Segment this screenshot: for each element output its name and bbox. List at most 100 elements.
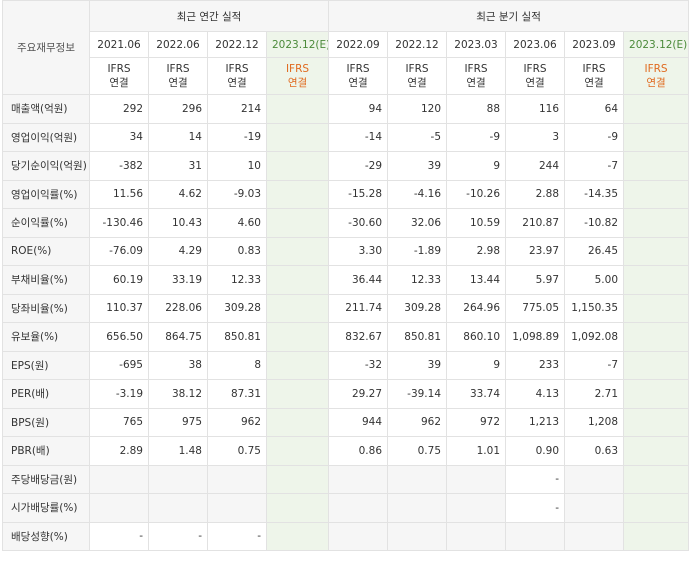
- table-cell: 64: [564, 94, 625, 124]
- table-cell: 12.33: [387, 265, 448, 295]
- table-cell: [265, 407, 330, 437]
- standard-header-annual-3: IFRS 연결: [265, 57, 330, 95]
- table-cell: [623, 265, 690, 295]
- period-header-annual-3: 2023.12(E): [265, 31, 330, 58]
- table-cell: 296: [148, 94, 208, 124]
- table-cell: 1,092.08: [564, 322, 625, 352]
- table-cell: [623, 521, 690, 551]
- table-cell: -7: [564, 151, 625, 181]
- table-cell: 292: [89, 94, 149, 124]
- standard-header-annual-2: IFRS 연결: [207, 57, 267, 95]
- standard-line1: IFRS: [166, 63, 190, 75]
- table-cell: 765: [89, 407, 149, 437]
- table-row: ROE(%) -76.09 4.29 0.83 3.30 -1.89 2.98 23.97 26…: [2, 236, 690, 266]
- table-cell: 38.12: [148, 379, 208, 409]
- table-cell: 4.62: [148, 179, 208, 209]
- standard-header-quarterly-2: IFRS 연결: [446, 57, 507, 95]
- table-cell: 31: [148, 151, 208, 181]
- table-cell: 850.81: [387, 322, 448, 352]
- standard-line2: 연결: [466, 77, 486, 89]
- row-label: 유보율(%): [2, 322, 90, 352]
- table-cell: 656.50: [89, 322, 149, 352]
- table-cell: 214: [207, 94, 267, 124]
- table-cell: 12.33: [207, 265, 267, 295]
- row-label: 순이익률(%): [2, 208, 90, 238]
- table-cell: 228.06: [148, 293, 208, 323]
- table-row: PER(배) -3.19 38.12 87.31 29.27 -39.14 33.74 4.1…: [2, 379, 690, 409]
- table-cell: 972: [446, 407, 507, 437]
- table-cell: [265, 236, 330, 266]
- table-cell: -32: [328, 350, 389, 380]
- standard-line2: 연결: [168, 77, 188, 89]
- table-cell: [623, 407, 690, 437]
- table-cell: 0.75: [387, 436, 448, 466]
- table-cell: 3.30: [328, 236, 389, 266]
- table-cell: 13.44: [446, 265, 507, 295]
- standard-header-quarterly-5: IFRS 연결: [623, 57, 690, 95]
- table-row: 주당배당금(원) -: [2, 464, 690, 494]
- table-cell: [265, 293, 330, 323]
- table-cell: [446, 464, 507, 494]
- table-cell: [207, 464, 267, 494]
- financial-summary-table: 주요재무정보 최근 연간 실적 최근 분기 실적 2021.06 2022.06 2…: [2, 0, 690, 551]
- row-label: EPS(원): [2, 350, 90, 380]
- table-cell: 309.28: [387, 293, 448, 323]
- table-cell: 8: [207, 350, 267, 380]
- table-cell: -: [148, 521, 208, 551]
- table-cell: 10.43: [148, 208, 208, 238]
- table-cell: -695: [89, 350, 149, 380]
- standard-line1: IFRS: [644, 63, 668, 75]
- table-cell: [265, 265, 330, 295]
- table-cell: 309.28: [207, 293, 267, 323]
- table-cell: [623, 208, 690, 238]
- table-cell: 94: [328, 94, 389, 124]
- table-cell: 33.19: [148, 265, 208, 295]
- table-cell: [265, 122, 330, 152]
- standard-line2: 연결: [646, 77, 666, 89]
- table-cell: 2.98: [446, 236, 507, 266]
- table-cell: [623, 151, 690, 181]
- table-row: 당기순이익(억원) -382 31 10 -29 39 9 244 -7: [2, 151, 690, 181]
- table-row: 유보율(%) 656.50 864.75 850.81 832.67 850.81 860.…: [2, 322, 690, 352]
- table-cell: 2.71: [564, 379, 625, 409]
- table-cell: [623, 322, 690, 352]
- table-cell: -130.46: [89, 208, 149, 238]
- standard-line2: 연결: [584, 77, 604, 89]
- table-cell: 1,208: [564, 407, 625, 437]
- standard-header-quarterly-3: IFRS 연결: [505, 57, 566, 95]
- standard-header-row: IFRS 연결 IFRS 연결 IFRS 연결 IFRS 연결 IFRS 연결 IFRS 연결 IFRS…: [3, 57, 690, 95]
- table-cell: 850.81: [207, 322, 267, 352]
- table-cell: 36.44: [328, 265, 389, 295]
- row-label: BPS(원): [2, 407, 90, 437]
- table-cell: 116: [505, 94, 566, 124]
- table-cell: [564, 464, 625, 494]
- row-label: PER(배): [2, 379, 90, 409]
- row-label: PBR(배): [2, 436, 90, 466]
- table-cell: 1.48: [148, 436, 208, 466]
- table-cell: [328, 493, 389, 523]
- table-cell: [89, 493, 149, 523]
- table-cell: [623, 293, 690, 323]
- table-cell: 864.75: [148, 322, 208, 352]
- table-cell: [265, 151, 330, 181]
- table-cell: [623, 179, 690, 209]
- table-cell: [265, 379, 330, 409]
- table-cell: -10.26: [446, 179, 507, 209]
- table-cell: 23.97: [505, 236, 566, 266]
- standard-header-quarterly-0: IFRS 연결: [328, 57, 389, 95]
- period-header-quarterly-4: 2023.09: [564, 31, 625, 58]
- table-cell: 860.10: [446, 322, 507, 352]
- row-label: ROE(%): [2, 236, 90, 266]
- table-cell: [265, 464, 330, 494]
- table-cell: [623, 350, 690, 380]
- standard-header-annual-0: IFRS 연결: [89, 57, 149, 95]
- table-cell: 5.00: [564, 265, 625, 295]
- table-cell: [564, 521, 625, 551]
- quarterly-group-header: 최근 분기 실적: [328, 0, 690, 32]
- table-cell: [387, 493, 448, 523]
- table-cell: -30.60: [328, 208, 389, 238]
- annual-group-header: 최근 연간 실적: [88, 0, 330, 32]
- table-cell: [623, 493, 690, 523]
- table-cell: 3: [505, 122, 566, 152]
- table-cell: [89, 464, 149, 494]
